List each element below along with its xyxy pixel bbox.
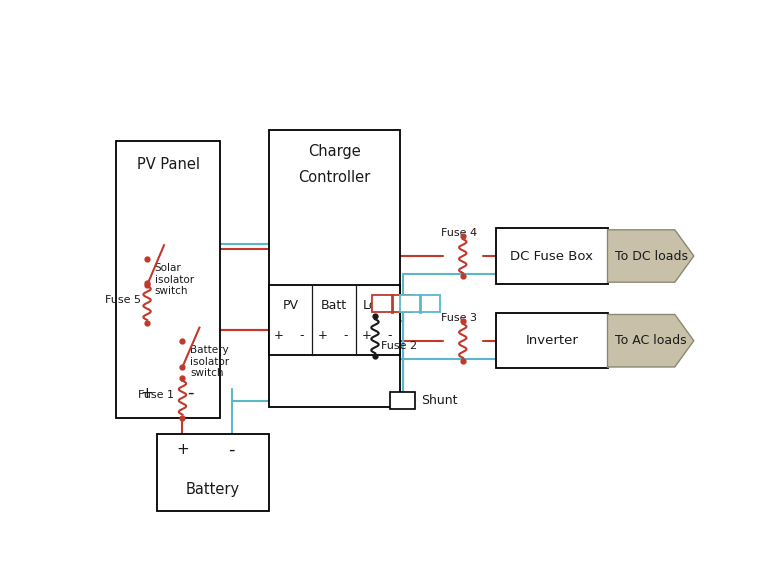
Text: -: - [187, 384, 193, 402]
Text: +: + [176, 442, 189, 457]
Bar [157, 434, 269, 511]
Bar [116, 141, 220, 419]
Bar [496, 313, 608, 369]
Text: Fuse 5: Fuse 5 [104, 295, 141, 305]
Text: PV Panel: PV Panel [137, 157, 199, 171]
Bar [269, 285, 400, 355]
Text: -: - [344, 329, 348, 342]
Text: Battery: Battery [186, 482, 240, 497]
Text: Inverter: Inverter [525, 334, 578, 347]
Text: Solar
isolator
switch: Solar isolator switch [155, 264, 194, 296]
Text: To AC loads: To AC loads [615, 334, 687, 347]
Text: PV: PV [283, 299, 298, 312]
Bar [269, 130, 400, 407]
Bar [400, 295, 440, 312]
Text: DC Fuse Box: DC Fuse Box [510, 249, 593, 262]
Polygon shape [608, 230, 694, 282]
Bar [390, 392, 415, 409]
Text: Load: Load [363, 299, 393, 312]
Text: -: - [300, 329, 305, 342]
Text: Fuse 1: Fuse 1 [138, 390, 174, 400]
Text: Charge: Charge [308, 144, 361, 158]
Text: Fuse 4: Fuse 4 [441, 228, 478, 238]
Text: Battery
isolator
switch: Battery isolator switch [190, 345, 229, 379]
Text: +: + [274, 329, 284, 342]
Text: Shunt: Shunt [421, 394, 458, 407]
Text: +: + [318, 329, 327, 342]
Text: Fuse 3: Fuse 3 [441, 313, 478, 323]
Text: +: + [361, 329, 371, 342]
Text: +: + [141, 386, 153, 400]
Text: Controller: Controller [298, 170, 370, 185]
Bar [496, 228, 608, 284]
Text: Fuse 2: Fuse 2 [381, 340, 418, 350]
Text: Batt: Batt [321, 299, 347, 312]
Text: -: - [387, 329, 392, 342]
Text: -: - [228, 440, 235, 458]
Polygon shape [608, 315, 694, 367]
Bar [372, 295, 412, 312]
Text: To DC loads: To DC loads [615, 249, 688, 262]
